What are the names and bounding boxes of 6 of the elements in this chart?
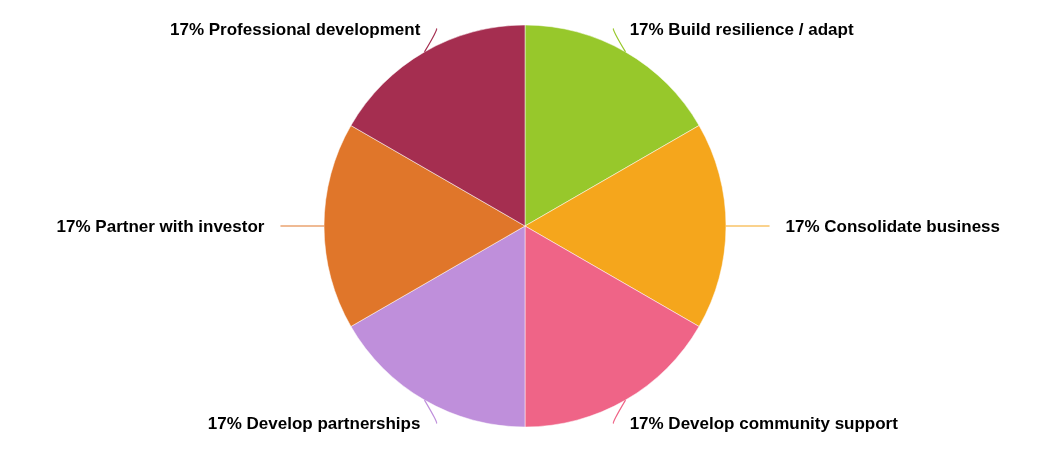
slice-label: 17% Consolidate business [785,216,1000,236]
slice-label: 17% Develop partnerships [207,414,421,434]
slice-label: 17% Build resilience / adapt [629,19,854,39]
slice-label: 17% Professional development [170,19,421,39]
slice-label: 17% Partner with investor [56,216,265,236]
slice-label: 17% Develop community support [629,414,899,434]
